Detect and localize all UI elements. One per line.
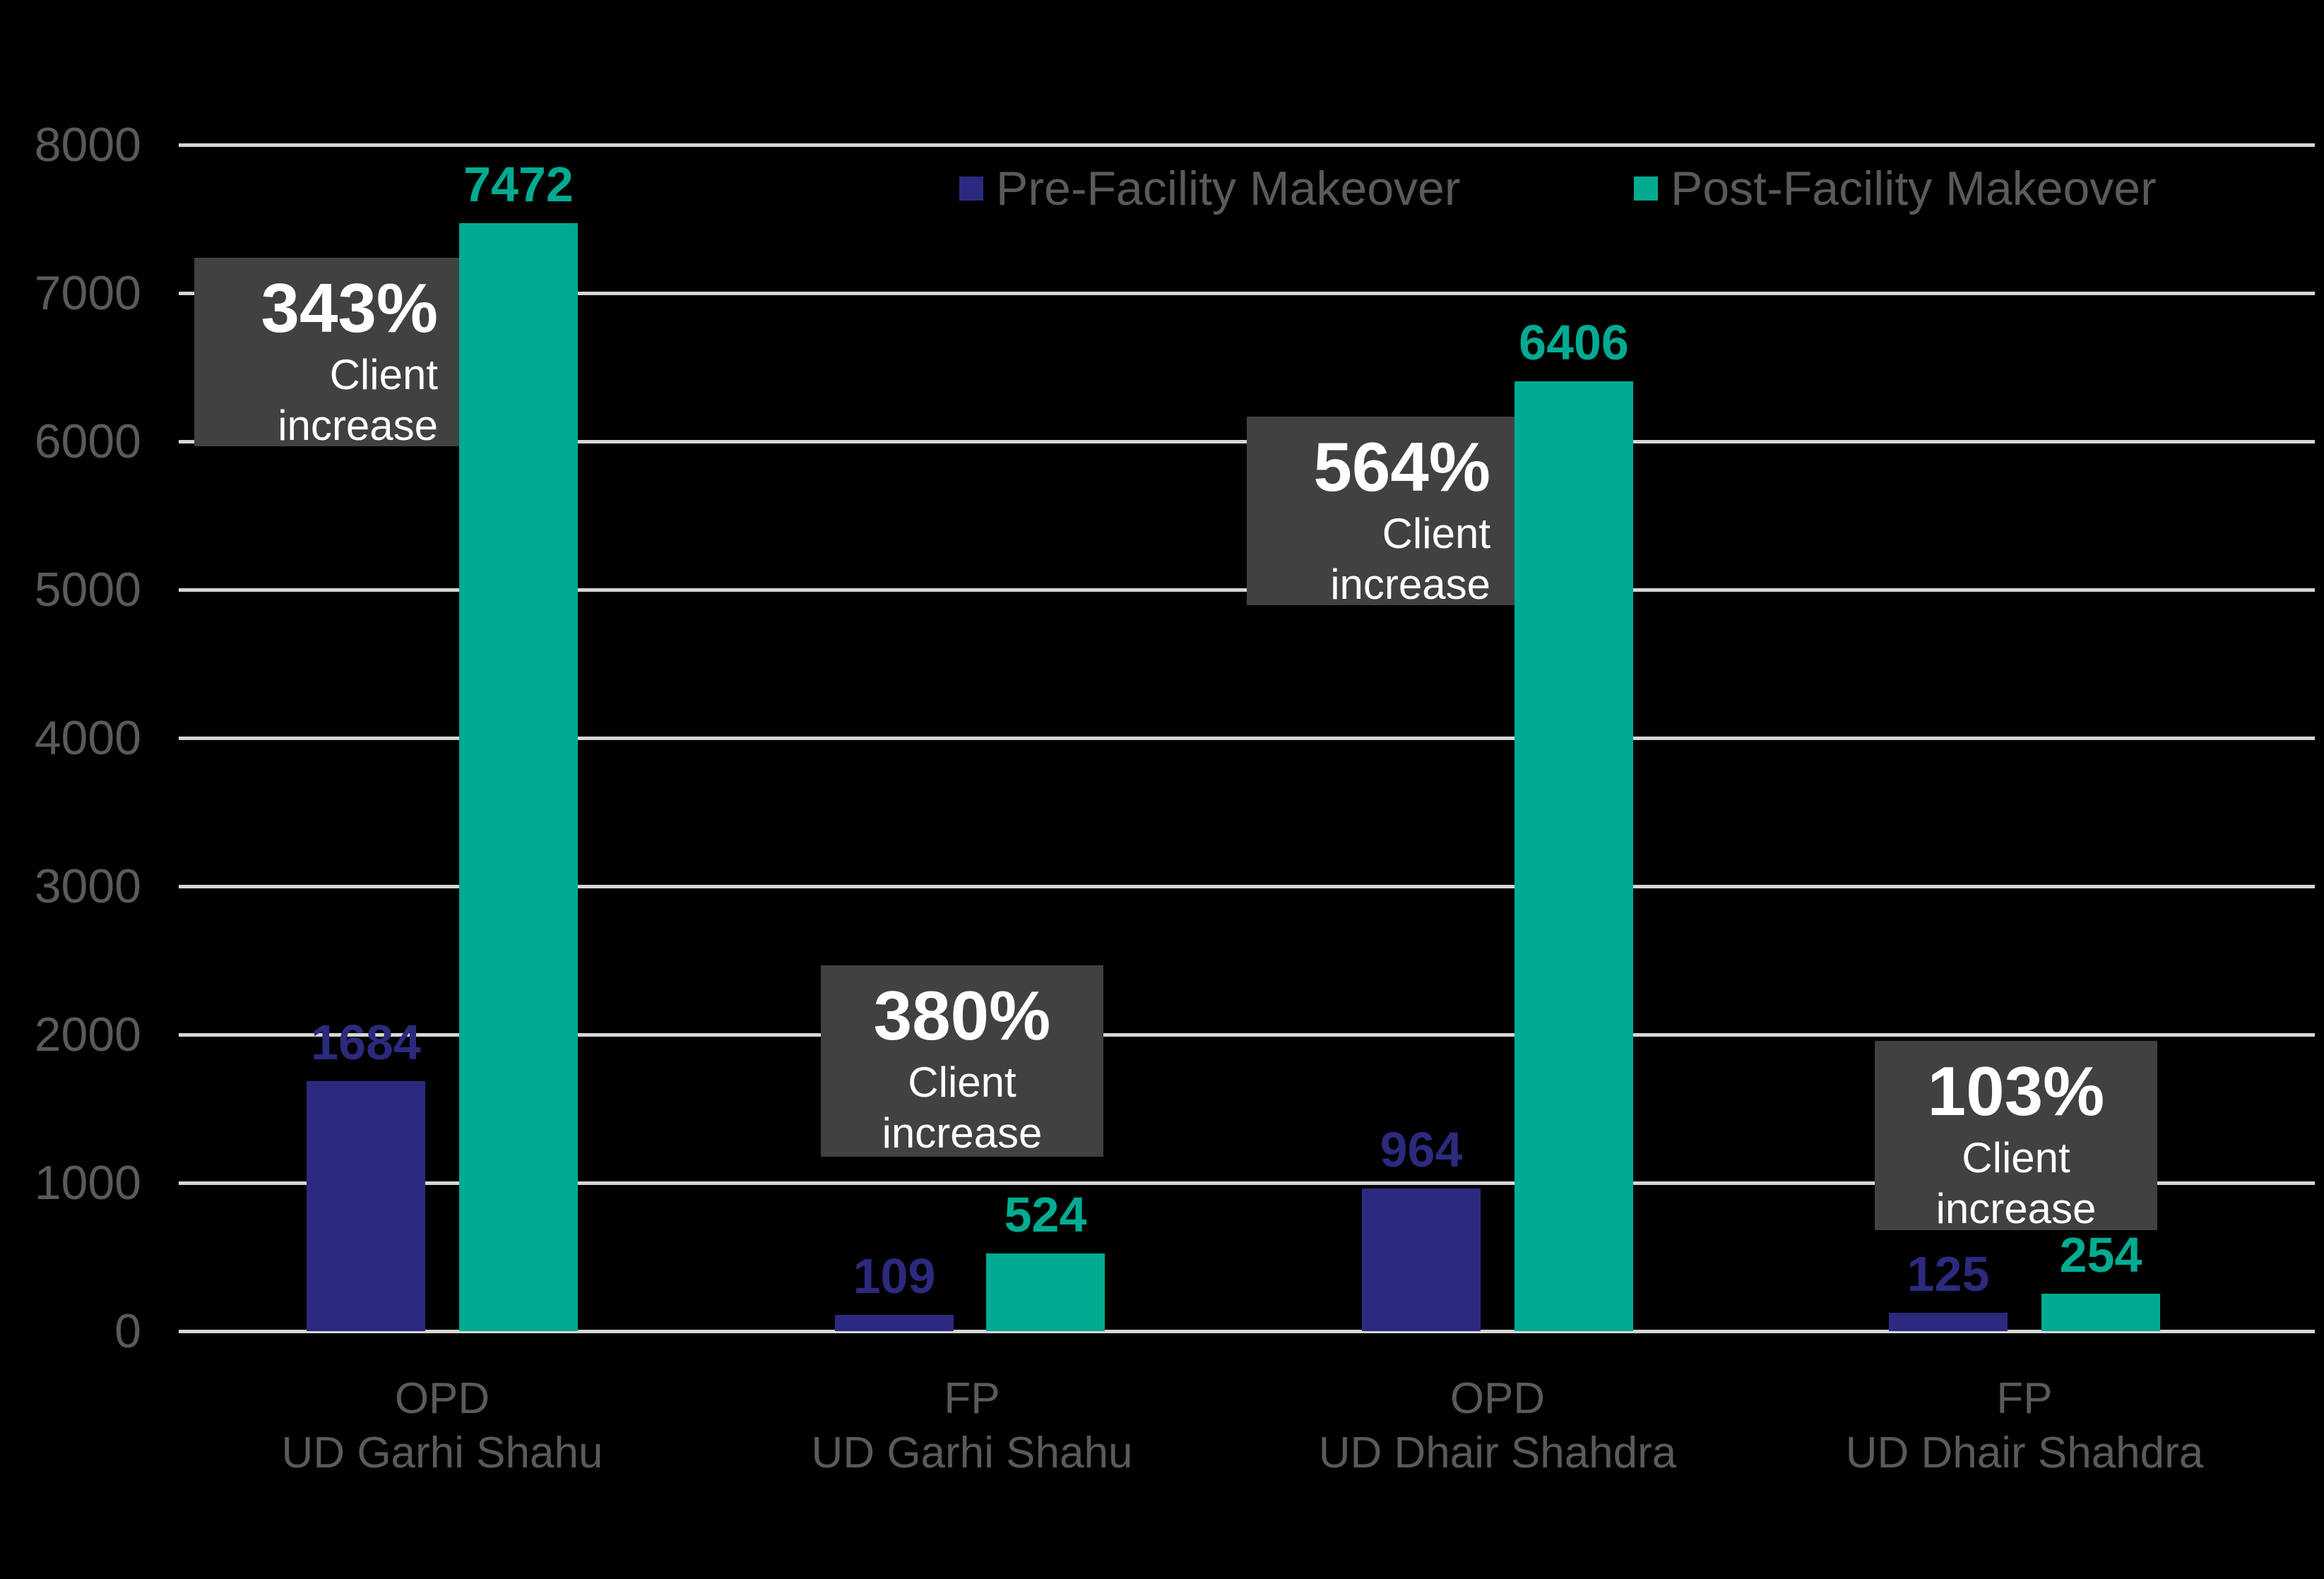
callout-label: Client increase xyxy=(1935,1134,2097,1232)
bar-pre-opd-garhi-shahu xyxy=(307,1081,425,1331)
bar-post-fp-dhair-shahdra xyxy=(2041,1294,2160,1331)
bar-pre-opd-dhair-shahdra xyxy=(1362,1188,1481,1331)
bar-value-label: 964 xyxy=(1380,1122,1463,1177)
y-axis-tick-label: 3000 xyxy=(34,859,141,913)
bar-slot: 964 xyxy=(1362,145,1481,1331)
bar-slot: 7472 xyxy=(459,145,578,1331)
category-line2: UD Dhair Shahdra xyxy=(1845,1429,2204,1477)
bar-value-label: 7472 xyxy=(463,157,574,212)
category-line1: FP xyxy=(1996,1374,2053,1423)
y-axis-tick-label: 7000 xyxy=(34,266,141,320)
bar-post-opd-garhi-shahu xyxy=(459,223,578,1331)
y-axis-tick-label: 4000 xyxy=(34,711,141,765)
callout-increase-opd-garhi-shahu: 343% Client increase xyxy=(194,258,466,449)
gridline-y-4000 xyxy=(179,737,2315,740)
bar-slot: 254 xyxy=(2041,145,2160,1331)
gridline-y-8000 xyxy=(179,143,2315,147)
y-axis-tick-label: 2000 xyxy=(34,1008,141,1061)
callout-percent: 343% xyxy=(261,269,438,347)
x-axis-category-opd-dhair-shahdra: OPD UD Dhair Shahdra xyxy=(1229,1371,1766,1480)
callout-label: Client increase xyxy=(1330,510,1490,608)
gridline-y-0 xyxy=(179,1330,2315,1333)
callout-percent: 564% xyxy=(1313,428,1490,506)
bar-value-label: 254 xyxy=(2059,1227,2142,1282)
category-line1: OPD xyxy=(1449,1374,1546,1423)
x-axis-category-fp-dhair-shahdra: FP UD Dhair Shahdra xyxy=(1756,1371,2293,1480)
category-line2: UD Garhi Shahu xyxy=(281,1429,603,1477)
bar-value-label: 524 xyxy=(1004,1187,1087,1242)
category-line1: OPD xyxy=(394,1374,490,1423)
legend-label: Pre-Facility Makeover xyxy=(996,162,1461,215)
gridline-y-1000 xyxy=(179,1181,2315,1185)
bar-post-opd-dhair-shahdra xyxy=(1514,381,1633,1331)
bar-value-label: 125 xyxy=(1907,1246,1990,1301)
bar-slot: 524 xyxy=(986,145,1105,1331)
callout-label: Client increase xyxy=(882,1059,1043,1157)
bar-post-fp-garhi-shahu xyxy=(986,1253,1105,1331)
y-axis-tick-label: 8000 xyxy=(34,118,141,172)
legend-item-pre-facility: Pre-Facility Makeover xyxy=(959,162,1461,215)
legend-swatch-pre-facility xyxy=(959,177,983,201)
legend-label: Post-Facility Makeover xyxy=(1671,162,2157,215)
callout-percent: 103% xyxy=(1927,1052,2105,1130)
bar-slot: 1684 xyxy=(307,145,425,1331)
category-line1: FP xyxy=(944,1374,1000,1423)
x-axis-category-fp-garhi-shahu: FP UD Garhi Shahu xyxy=(704,1371,1240,1480)
y-axis-tick-label: 1000 xyxy=(34,1156,141,1210)
callout-increase-opd-dhair-shahdra: 564% Client increase xyxy=(1247,417,1519,608)
bar-slot: 125 xyxy=(1889,145,2008,1331)
category-line2: UD Garhi Shahu xyxy=(811,1429,1133,1477)
bar-pre-fp-garhi-shahu xyxy=(835,1315,954,1331)
callout-percent: 380% xyxy=(873,977,1051,1054)
y-axis-tick-label: 6000 xyxy=(34,415,141,468)
bar-slot: 109 xyxy=(835,145,954,1331)
gridline-y-3000 xyxy=(179,885,2315,888)
gridline-y-7000 xyxy=(179,292,2315,295)
bar-value-label: 109 xyxy=(853,1249,936,1304)
bar-pre-fp-dhair-shahdra xyxy=(1889,1313,2008,1331)
gridline-y-2000 xyxy=(179,1033,2315,1037)
category-line2: UD Dhair Shahdra xyxy=(1318,1429,1677,1477)
bar-value-label: 1684 xyxy=(311,1015,421,1070)
bar-slot: 6406 xyxy=(1514,145,1633,1331)
x-axis-category-opd-garhi-shahu: OPD UD Garhi Shahu xyxy=(174,1371,711,1480)
callout-increase-fp-garhi-shahu: 380% Client increase xyxy=(821,965,1103,1157)
legend-item-post-facility: Post-Facility Makeover xyxy=(1634,162,2157,215)
legend-swatch-post-facility xyxy=(1634,177,1658,201)
y-axis-tick-label: 0 xyxy=(114,1304,141,1358)
y-axis-tick-label: 5000 xyxy=(34,563,141,616)
callout-increase-fp-dhair-shahdra: 103% Client increase xyxy=(1875,1041,2157,1232)
callout-label: Client increase xyxy=(278,351,438,449)
bar-value-label: 6406 xyxy=(1519,315,1629,370)
